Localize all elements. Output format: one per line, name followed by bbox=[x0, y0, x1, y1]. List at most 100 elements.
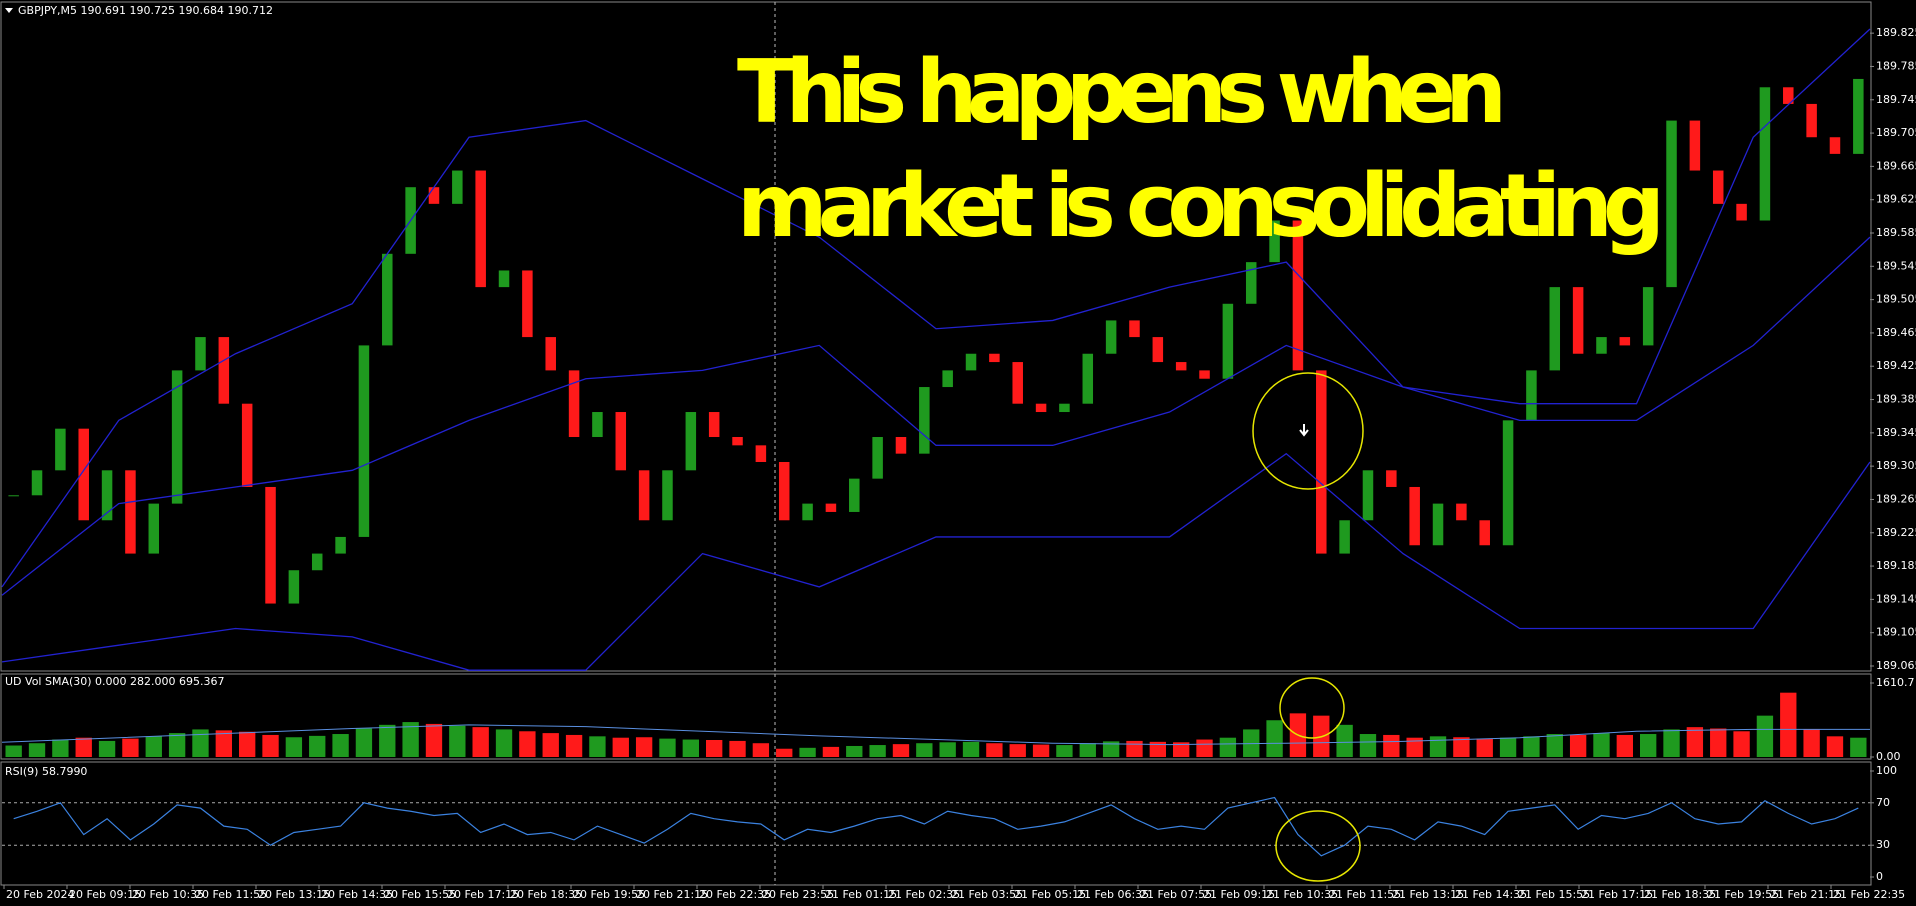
x-tick-label: 21 Feb 14:35 bbox=[1455, 888, 1527, 901]
x-tick-label: 21 Feb 03:55 bbox=[951, 888, 1023, 901]
x-tick-label: 20 Feb 19:55 bbox=[573, 888, 645, 901]
bollinger-band bbox=[1, 28, 1871, 588]
candle bbox=[522, 270, 533, 338]
candle bbox=[592, 412, 603, 438]
y-tick-label: 30 bbox=[1876, 838, 1890, 851]
volume-bar bbox=[1616, 734, 1633, 757]
candle bbox=[545, 337, 556, 371]
volume-bar bbox=[682, 739, 699, 757]
volume-bar bbox=[799, 747, 816, 757]
x-tick-label: 21 Feb 21:15 bbox=[1770, 888, 1842, 901]
volume-bar bbox=[1102, 741, 1120, 757]
y-tick-label: 189.065 bbox=[1876, 659, 1916, 672]
y-tick-label: 189.465 bbox=[1876, 326, 1916, 339]
candle bbox=[1596, 337, 1607, 354]
x-tick-label: 21 Feb 17:15 bbox=[1581, 888, 1653, 901]
rsi-panel bbox=[0, 761, 1872, 886]
arrow-icon bbox=[1299, 424, 1309, 437]
candle bbox=[428, 187, 440, 204]
volume-header: UD Vol SMA(30) 0.000 282.000 695.367 bbox=[5, 675, 225, 688]
x-tick-label: 20 Feb 2024 bbox=[6, 888, 74, 901]
volume-bar bbox=[1569, 734, 1587, 757]
volume-bar bbox=[589, 736, 606, 757]
candle bbox=[1619, 337, 1631, 346]
volume-bar bbox=[1710, 728, 1727, 757]
candle bbox=[568, 370, 580, 438]
volume-bar bbox=[262, 734, 279, 757]
volume-bar bbox=[822, 746, 840, 757]
volume-bar bbox=[1383, 734, 1400, 757]
volume-bar bbox=[869, 745, 886, 757]
volume-bar bbox=[402, 722, 419, 757]
candle bbox=[171, 370, 183, 504]
candle bbox=[732, 437, 743, 446]
x-tick-label: 21 Feb 11:55 bbox=[1329, 888, 1401, 901]
volume-bar bbox=[332, 734, 349, 757]
candle bbox=[358, 345, 370, 537]
x-tick-label: 20 Feb 15:55 bbox=[384, 888, 456, 901]
volume-bar bbox=[1663, 729, 1680, 757]
marks: 189.065 189.105 189.145 189.185 189.225 189.2… bbox=[1, 26, 1916, 901]
y-tick-label: 70 bbox=[1876, 796, 1890, 809]
candle bbox=[1666, 120, 1677, 288]
bollinger-band bbox=[1, 236, 1871, 596]
volume-bar bbox=[472, 727, 489, 757]
x-tick-label: 21 Feb 13:15 bbox=[1392, 888, 1464, 901]
headline: This happens when bbox=[737, 41, 1507, 143]
volume-bar bbox=[1429, 736, 1447, 757]
x-tick-label: 21 Feb 02:35 bbox=[888, 888, 960, 901]
volume-bar bbox=[542, 733, 559, 757]
candle bbox=[148, 503, 160, 554]
candle bbox=[101, 470, 113, 521]
y-tick-label: 189.185 bbox=[1876, 559, 1916, 572]
volume-bar bbox=[425, 723, 443, 757]
candle bbox=[1642, 287, 1654, 346]
candle bbox=[895, 437, 907, 454]
candle bbox=[802, 503, 813, 521]
volume-bar bbox=[752, 743, 770, 757]
volume-bar bbox=[1850, 737, 1867, 757]
candle bbox=[452, 170, 463, 204]
candle bbox=[755, 445, 767, 462]
volume-bar bbox=[449, 725, 466, 757]
y-tick-label: 189.745 bbox=[1876, 93, 1916, 106]
candle bbox=[1362, 470, 1374, 521]
y-tick-label: 189.825 bbox=[1876, 26, 1916, 39]
volume-bar bbox=[1780, 692, 1797, 757]
y-tick-label: 189.305 bbox=[1876, 459, 1916, 472]
volume-bar bbox=[75, 737, 92, 757]
x-tick-label: 20 Feb 11:55 bbox=[195, 888, 267, 901]
y-tick-label: 100 bbox=[1876, 764, 1897, 777]
candle bbox=[475, 170, 486, 288]
candle bbox=[1245, 262, 1257, 304]
volume-bar bbox=[1499, 737, 1517, 757]
x-tick-label: 21 Feb 01:15 bbox=[825, 888, 897, 901]
volume-bar bbox=[28, 743, 46, 757]
x-tick-label: 21 Feb 19:55 bbox=[1707, 888, 1779, 901]
candle bbox=[1152, 337, 1164, 363]
volume-bar bbox=[1359, 734, 1377, 757]
rsi-line bbox=[13, 796, 1859, 857]
candle bbox=[989, 353, 1000, 363]
candle bbox=[1456, 503, 1467, 521]
y-tick-label: 189.585 bbox=[1876, 226, 1916, 239]
volume-bar bbox=[892, 744, 910, 757]
volume-bar bbox=[1219, 737, 1237, 757]
x-tick-label: 21 Feb 09:15 bbox=[1203, 888, 1275, 901]
price-panel bbox=[0, 1, 1872, 672]
volume-bar bbox=[145, 736, 162, 757]
candle bbox=[195, 337, 206, 371]
volume-bar bbox=[916, 743, 933, 757]
candle bbox=[125, 470, 136, 554]
candle bbox=[1783, 87, 1794, 104]
volume-bar bbox=[1826, 736, 1844, 757]
volume-bar bbox=[565, 734, 583, 757]
candle bbox=[615, 412, 627, 471]
x-tick-label: 21 Feb 22:35 bbox=[1833, 888, 1905, 901]
y-tick-label: 0.00 bbox=[1876, 750, 1901, 763]
candle bbox=[78, 428, 89, 521]
volume-bar bbox=[635, 737, 653, 757]
candle bbox=[1339, 520, 1350, 554]
